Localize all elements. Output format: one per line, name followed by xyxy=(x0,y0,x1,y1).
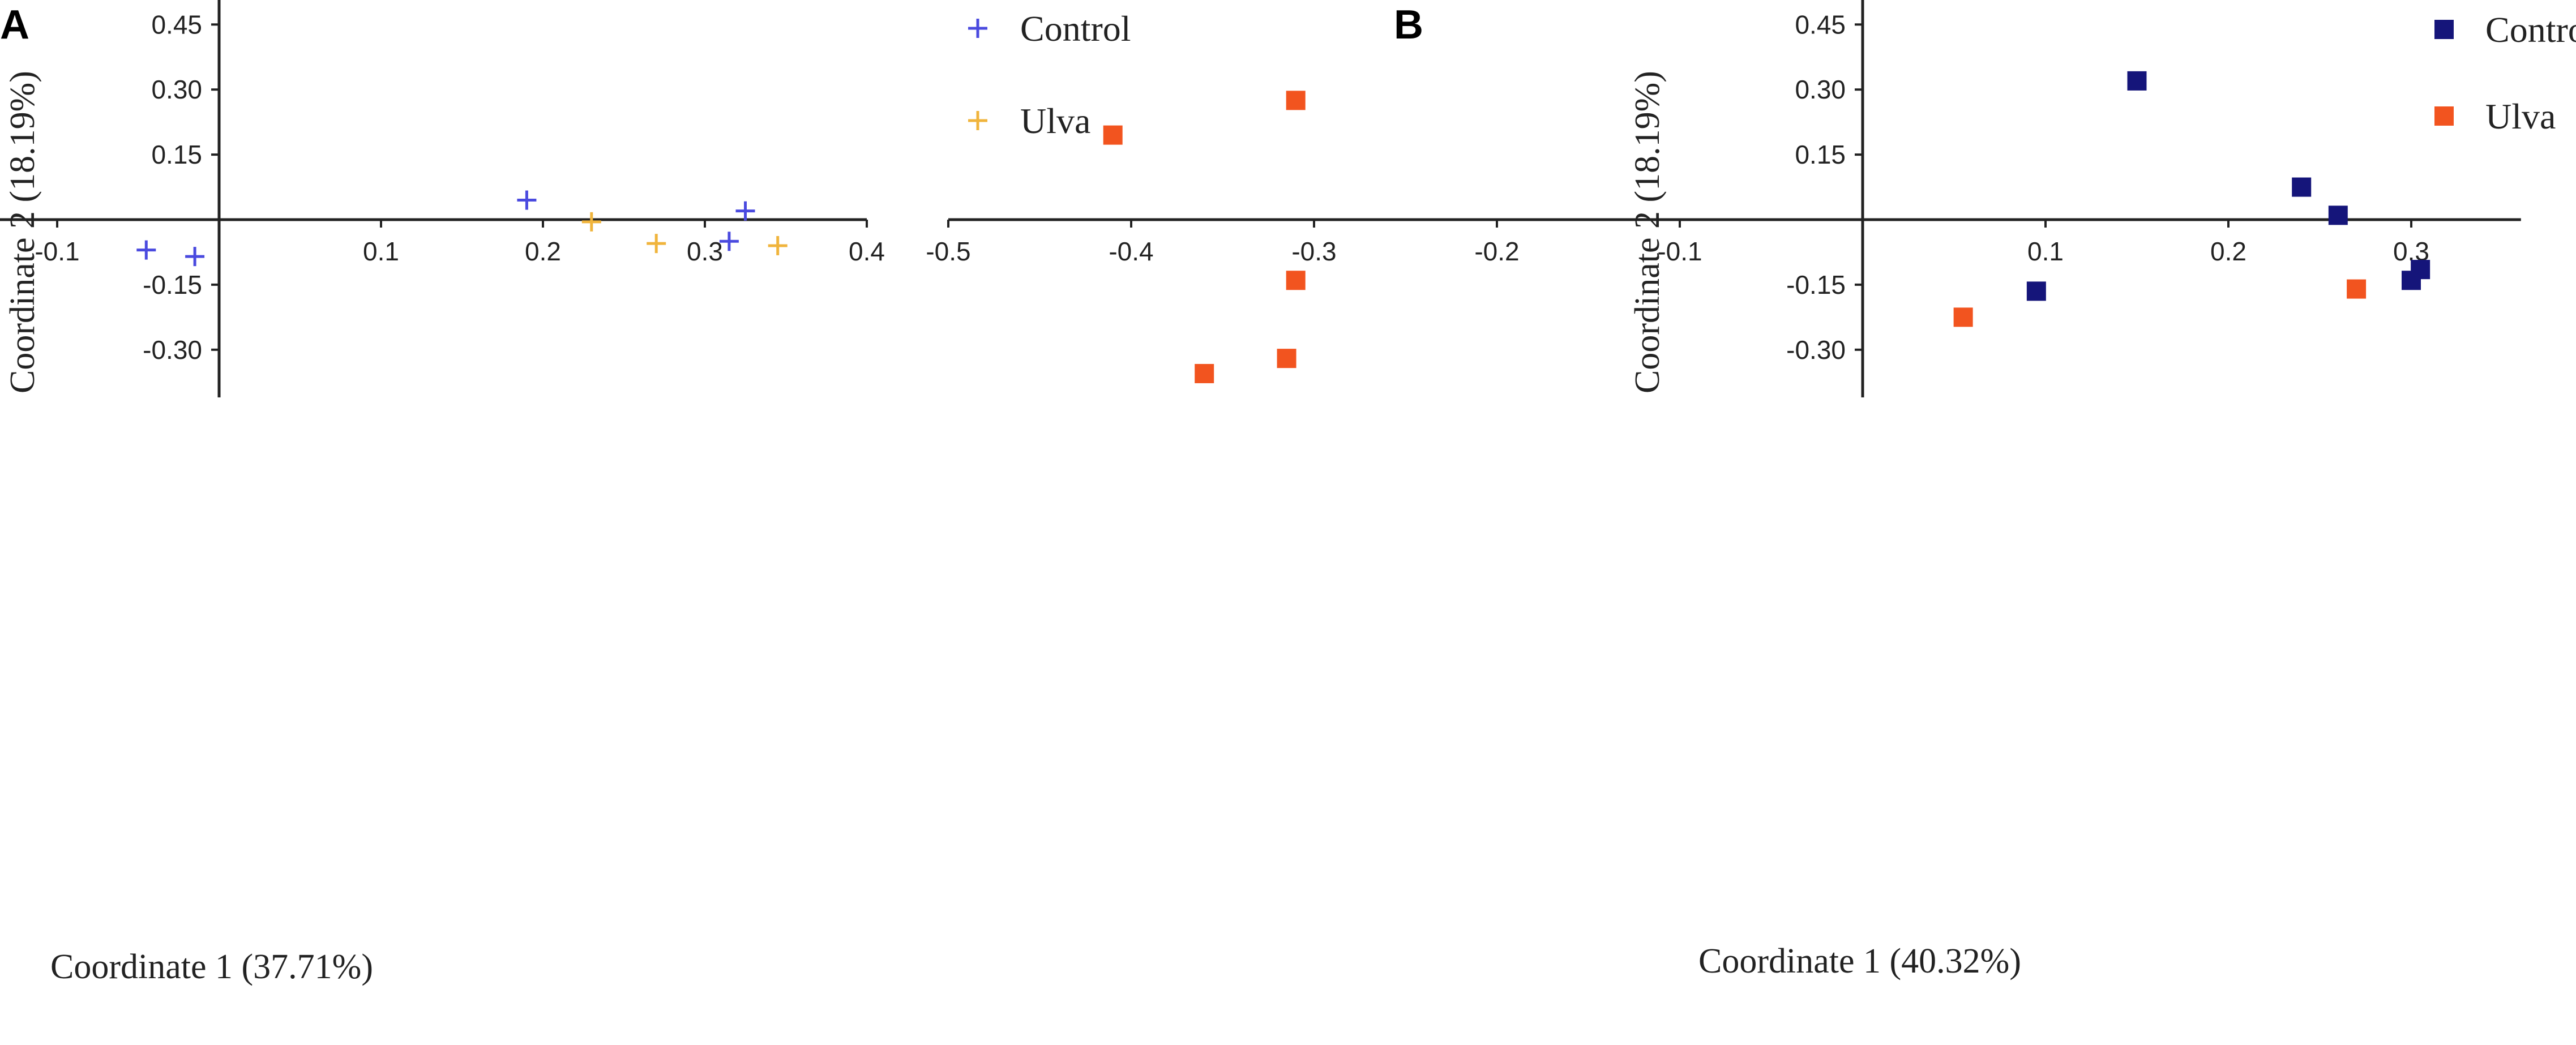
panel-a-x-axis-title: Coordinate 1 (37.71%) xyxy=(50,948,373,986)
panel-b-legend-ulva-symbol xyxy=(2434,106,2454,126)
panel-b-point-ulva-5 xyxy=(1277,349,1296,369)
panel-b-y-tick-label-0-15: 0.15 xyxy=(1795,140,1846,169)
panel-a-legend-ulva-marker xyxy=(968,111,987,130)
panel-b-points xyxy=(1103,71,2430,383)
panel-b-legend-control-symbol xyxy=(2434,20,2454,39)
panel-a-point-control-6 xyxy=(735,201,755,221)
panel-b-point-control-2 xyxy=(2127,71,2147,91)
panel-a-legend-control-label: Control xyxy=(1020,8,1131,49)
panel-b-legend-ulva-marker xyxy=(2434,106,2454,126)
panel-b-point-ulva-1 xyxy=(1103,125,1123,145)
panel-b-point-control-4 xyxy=(2328,205,2348,225)
panel-b: B Control Ulva -0.5 -0.4 -0.3 -0.2 -0.1 0.1 0.… xyxy=(926,0,2576,980)
panel-a-y-tick-label--0-30: -0.30 xyxy=(143,335,202,365)
panel-a-y-tick-label-0-30: 0.30 xyxy=(151,75,202,104)
panel-b-y-tick-label--0-15: -0.15 xyxy=(1786,270,1846,299)
panel-a-point-control-7 xyxy=(719,232,739,251)
panel-b-legend: Control Ulva xyxy=(2434,10,2576,136)
panel-b-y-tick-label-0-45: 0.45 xyxy=(1795,10,1846,39)
panel-b-point-control-5 xyxy=(2026,281,2046,301)
panel-b-point-ulva-7 xyxy=(2347,279,2367,299)
panel-b-point-ulva-2 xyxy=(1286,91,1306,110)
panel-a-legend-ulva-label: Ulva xyxy=(1020,101,1090,141)
panel-b-point-ulva-6 xyxy=(1953,307,1973,327)
panel-a-x-tick-label-0-1: 0.1 xyxy=(363,237,399,266)
panel-b-point-control-3 xyxy=(2292,177,2312,197)
panel-a-legend-control-symbol xyxy=(968,19,987,38)
panel-b-x-tick-label-0-1: 0.1 xyxy=(2027,237,2064,266)
panel-a-x-tick-label-0-2: 0.2 xyxy=(525,237,561,266)
panel-a-point-control-4 xyxy=(185,247,205,267)
panel-a-x-tick-label--0-1: -0.1 xyxy=(35,237,79,266)
panel-a-point-ulva-5 xyxy=(581,212,601,232)
panel-a-legend-control-marker xyxy=(968,19,987,38)
panel-b-letter: B xyxy=(1394,2,1423,48)
panel-b-y-tick-label-0-30: 0.30 xyxy=(1795,75,1846,104)
panel-b-x-tick-label--0-4: -0.4 xyxy=(1109,237,1153,266)
panel-a: A Control Ulva -0.4-0.3-0.2-0.10.10.20.3… xyxy=(0,0,1131,986)
panel-a-ticks: -0.4-0.3-0.2-0.10.10.20.30.40.600.450.30… xyxy=(35,10,885,365)
panel-b-x-tick-label-0-2: 0.2 xyxy=(2210,237,2246,266)
panel-b-legend-control-marker xyxy=(2434,20,2454,39)
panel-a-letter: A xyxy=(0,2,29,48)
panel-b-legend-control-label: Control xyxy=(2485,10,2576,50)
panel-a-points xyxy=(136,190,788,267)
panel-b-x-tick-label--0-2: -0.2 xyxy=(1474,237,1519,266)
panel-a-legend: Control Ulva xyxy=(968,8,1131,141)
panel-a-legend-ulva-symbol xyxy=(968,111,987,130)
panel-a-x-tick-label-0-3: 0.3 xyxy=(687,237,723,266)
panel-b-point-ulva-4 xyxy=(1195,363,1214,383)
panel-b-x-axis-title: Coordinate 1 (40.32%) xyxy=(1698,942,2021,980)
panel-b-x-tick-label--0-5: -0.5 xyxy=(926,237,970,266)
panel-a-point-control-5 xyxy=(517,190,537,210)
panel-b-x-tick-label--0-1: -0.1 xyxy=(1657,237,1702,266)
panel-b-legend-ulva-label: Ulva xyxy=(2485,96,2556,136)
panel-b-y-tick-label--0-30: -0.30 xyxy=(1786,335,1846,365)
panel-a-point-ulva-6 xyxy=(647,234,666,254)
panel-a-x-tick-label-0-4: 0.4 xyxy=(849,237,885,266)
panel-a-point-control-3 xyxy=(136,240,156,260)
panel-b-x-tick-label--0-3: -0.3 xyxy=(1291,237,1336,266)
panel-a-point-ulva-7 xyxy=(768,235,788,255)
panel-a-y-tick-label--0-15: -0.15 xyxy=(143,270,202,299)
panel-b-y-axis-title: Coordinate 2 (18.19%) xyxy=(1628,71,1667,393)
panel-b-ticks: -0.5-0.4-0.3-0.2-0.10.10.20.30.600.450.3… xyxy=(926,10,2429,365)
panel-a-y-tick-label-0-15: 0.15 xyxy=(151,140,202,169)
panel-b-point-control-7 xyxy=(2411,260,2430,280)
panel-a-y-axis-title: Coordinate 2 (18.19%) xyxy=(3,71,42,393)
panel-a-y-tick-label-0-45: 0.45 xyxy=(151,10,202,39)
panel-b-point-ulva-3 xyxy=(1286,271,1306,290)
